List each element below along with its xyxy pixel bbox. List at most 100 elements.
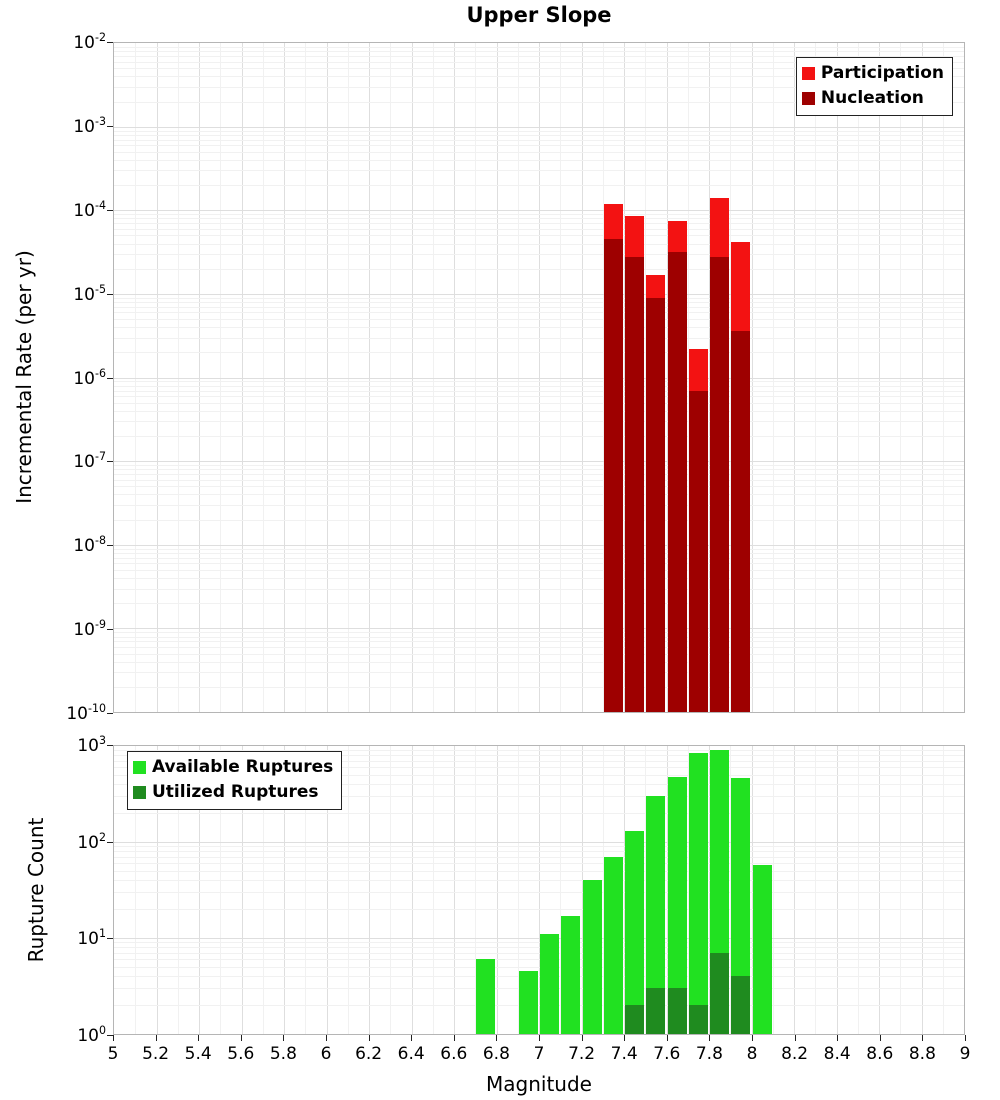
y-tick-mark <box>107 42 113 43</box>
x-tick-label: 5.8 <box>269 1044 297 1064</box>
gridline-vertical <box>241 746 243 1034</box>
gridline-log-minor <box>114 784 964 786</box>
x-tick-mark <box>240 1035 242 1041</box>
x-axis-label: Magnitude <box>486 1072 592 1096</box>
gridline-log-minor <box>114 856 964 858</box>
x-tick-label: 7.2 <box>568 1044 596 1064</box>
y-tick-mark <box>107 841 113 843</box>
gridline-log-minor <box>114 134 964 136</box>
y-tick-mark <box>107 629 113 631</box>
gridline-log-minor <box>114 479 964 481</box>
available-swatch-icon <box>133 761 146 774</box>
gridline-log-minor <box>114 646 964 648</box>
gridline-decade <box>114 126 964 128</box>
gridline-log-minor <box>114 767 964 769</box>
gridline-log-minor <box>114 846 964 848</box>
gridline-log-minor <box>114 385 964 387</box>
y-tick-label: 10-3 <box>73 115 106 137</box>
x-tick-mark <box>965 1035 966 1041</box>
gridline-vertical <box>432 746 434 1034</box>
gridline-log-minor <box>114 661 964 663</box>
utilized-bar <box>688 1005 708 1034</box>
x-tick-label: 6.6 <box>440 1044 468 1064</box>
gridline-log-minor <box>114 863 964 865</box>
x-tick-label: 8.8 <box>908 1044 936 1064</box>
x-tick-label: 7.4 <box>610 1044 638 1064</box>
nucleation-bar <box>603 239 623 712</box>
legend-count: Available Ruptures Utilized Ruptures <box>127 751 343 810</box>
gridline-vertical <box>177 746 179 1034</box>
x-tick-mark <box>879 1035 881 1041</box>
y-tick-mark <box>107 377 113 379</box>
x-tick-mark <box>539 1035 540 1041</box>
gridline-log-minor <box>114 56 964 57</box>
gridline-log-minor <box>114 641 964 643</box>
gridline-log-minor <box>114 750 964 752</box>
gridline-log-minor <box>114 755 964 757</box>
gridline-log-minor <box>114 402 964 404</box>
y-tick-mark <box>107 938 113 940</box>
x-tick-mark <box>155 1035 157 1041</box>
gridline-log-minor <box>114 892 964 894</box>
y-tick-label: 102 <box>77 830 106 853</box>
gridline-vertical <box>602 746 604 1034</box>
gridline-log-minor <box>114 578 964 579</box>
nucleation-bar <box>688 390 708 712</box>
available-bar <box>603 856 623 1034</box>
x-tick-mark <box>283 1035 285 1041</box>
gridline-vertical <box>135 746 137 1034</box>
available-bar <box>540 934 560 1034</box>
participation-swatch-icon <box>801 67 815 80</box>
x-tick-label: 8.6 <box>866 1044 894 1064</box>
gridline-log-minor <box>114 218 964 220</box>
gridline-log-minor <box>114 976 964 978</box>
gridline-vertical <box>645 746 647 1034</box>
nucleation-bar <box>731 331 751 712</box>
gridline-decade <box>114 628 964 630</box>
legend-label-participation: Participation <box>820 63 944 83</box>
nucleation-bar <box>625 256 645 712</box>
gridline-log-minor <box>114 352 964 354</box>
x-tick-mark <box>198 1035 200 1041</box>
gridline-vertical <box>496 746 498 1034</box>
gridline-log-minor <box>114 952 964 954</box>
gridline-log-minor <box>114 632 964 634</box>
gridline-vertical <box>624 746 625 1034</box>
gridline-vertical <box>751 746 753 1034</box>
y-tick-label: 101 <box>77 927 106 950</box>
gridline-log-minor <box>114 101 964 103</box>
available-bar <box>518 971 538 1034</box>
gridline-log-minor <box>114 139 964 141</box>
gridline-vertical <box>772 746 774 1034</box>
y-tick-label: 10-6 <box>73 366 106 389</box>
y-tick-mark <box>107 209 113 211</box>
x-tick-label: 7.6 <box>653 1044 681 1064</box>
gridline-log-minor <box>114 474 964 476</box>
gridline-vertical <box>284 746 285 1034</box>
gridline-log-minor <box>114 796 964 798</box>
y-tick-label: 10-9 <box>73 618 106 640</box>
gridline-log-minor <box>114 563 964 565</box>
gridline-log-minor <box>114 185 964 187</box>
gridline-vertical <box>390 746 392 1034</box>
x-tick-mark <box>709 1035 711 1041</box>
gridline-log-minor <box>114 909 964 911</box>
available-bar <box>476 959 496 1034</box>
nucleation-bar <box>710 256 730 712</box>
y-tick-mark <box>107 125 113 127</box>
x-tick-label: 6 <box>320 1044 332 1064</box>
x-tick-mark <box>666 1035 668 1041</box>
gridline-log-minor <box>114 390 964 392</box>
upper-plot-area <box>113 42 965 713</box>
gridline-log-minor <box>114 76 964 78</box>
x-tick-label: 7.8 <box>695 1044 723 1064</box>
x-tick-mark <box>453 1035 455 1041</box>
gridline-log-minor <box>114 337 964 339</box>
gridline-log-minor <box>114 870 964 872</box>
gridline-decade <box>114 461 964 463</box>
x-tick-label: 9 <box>959 1044 971 1064</box>
gridline-log-minor <box>114 214 964 216</box>
gridline-log-minor <box>114 603 964 605</box>
y-tick-label: 10-2 <box>73 31 106 53</box>
gridline-log-minor <box>114 306 964 308</box>
